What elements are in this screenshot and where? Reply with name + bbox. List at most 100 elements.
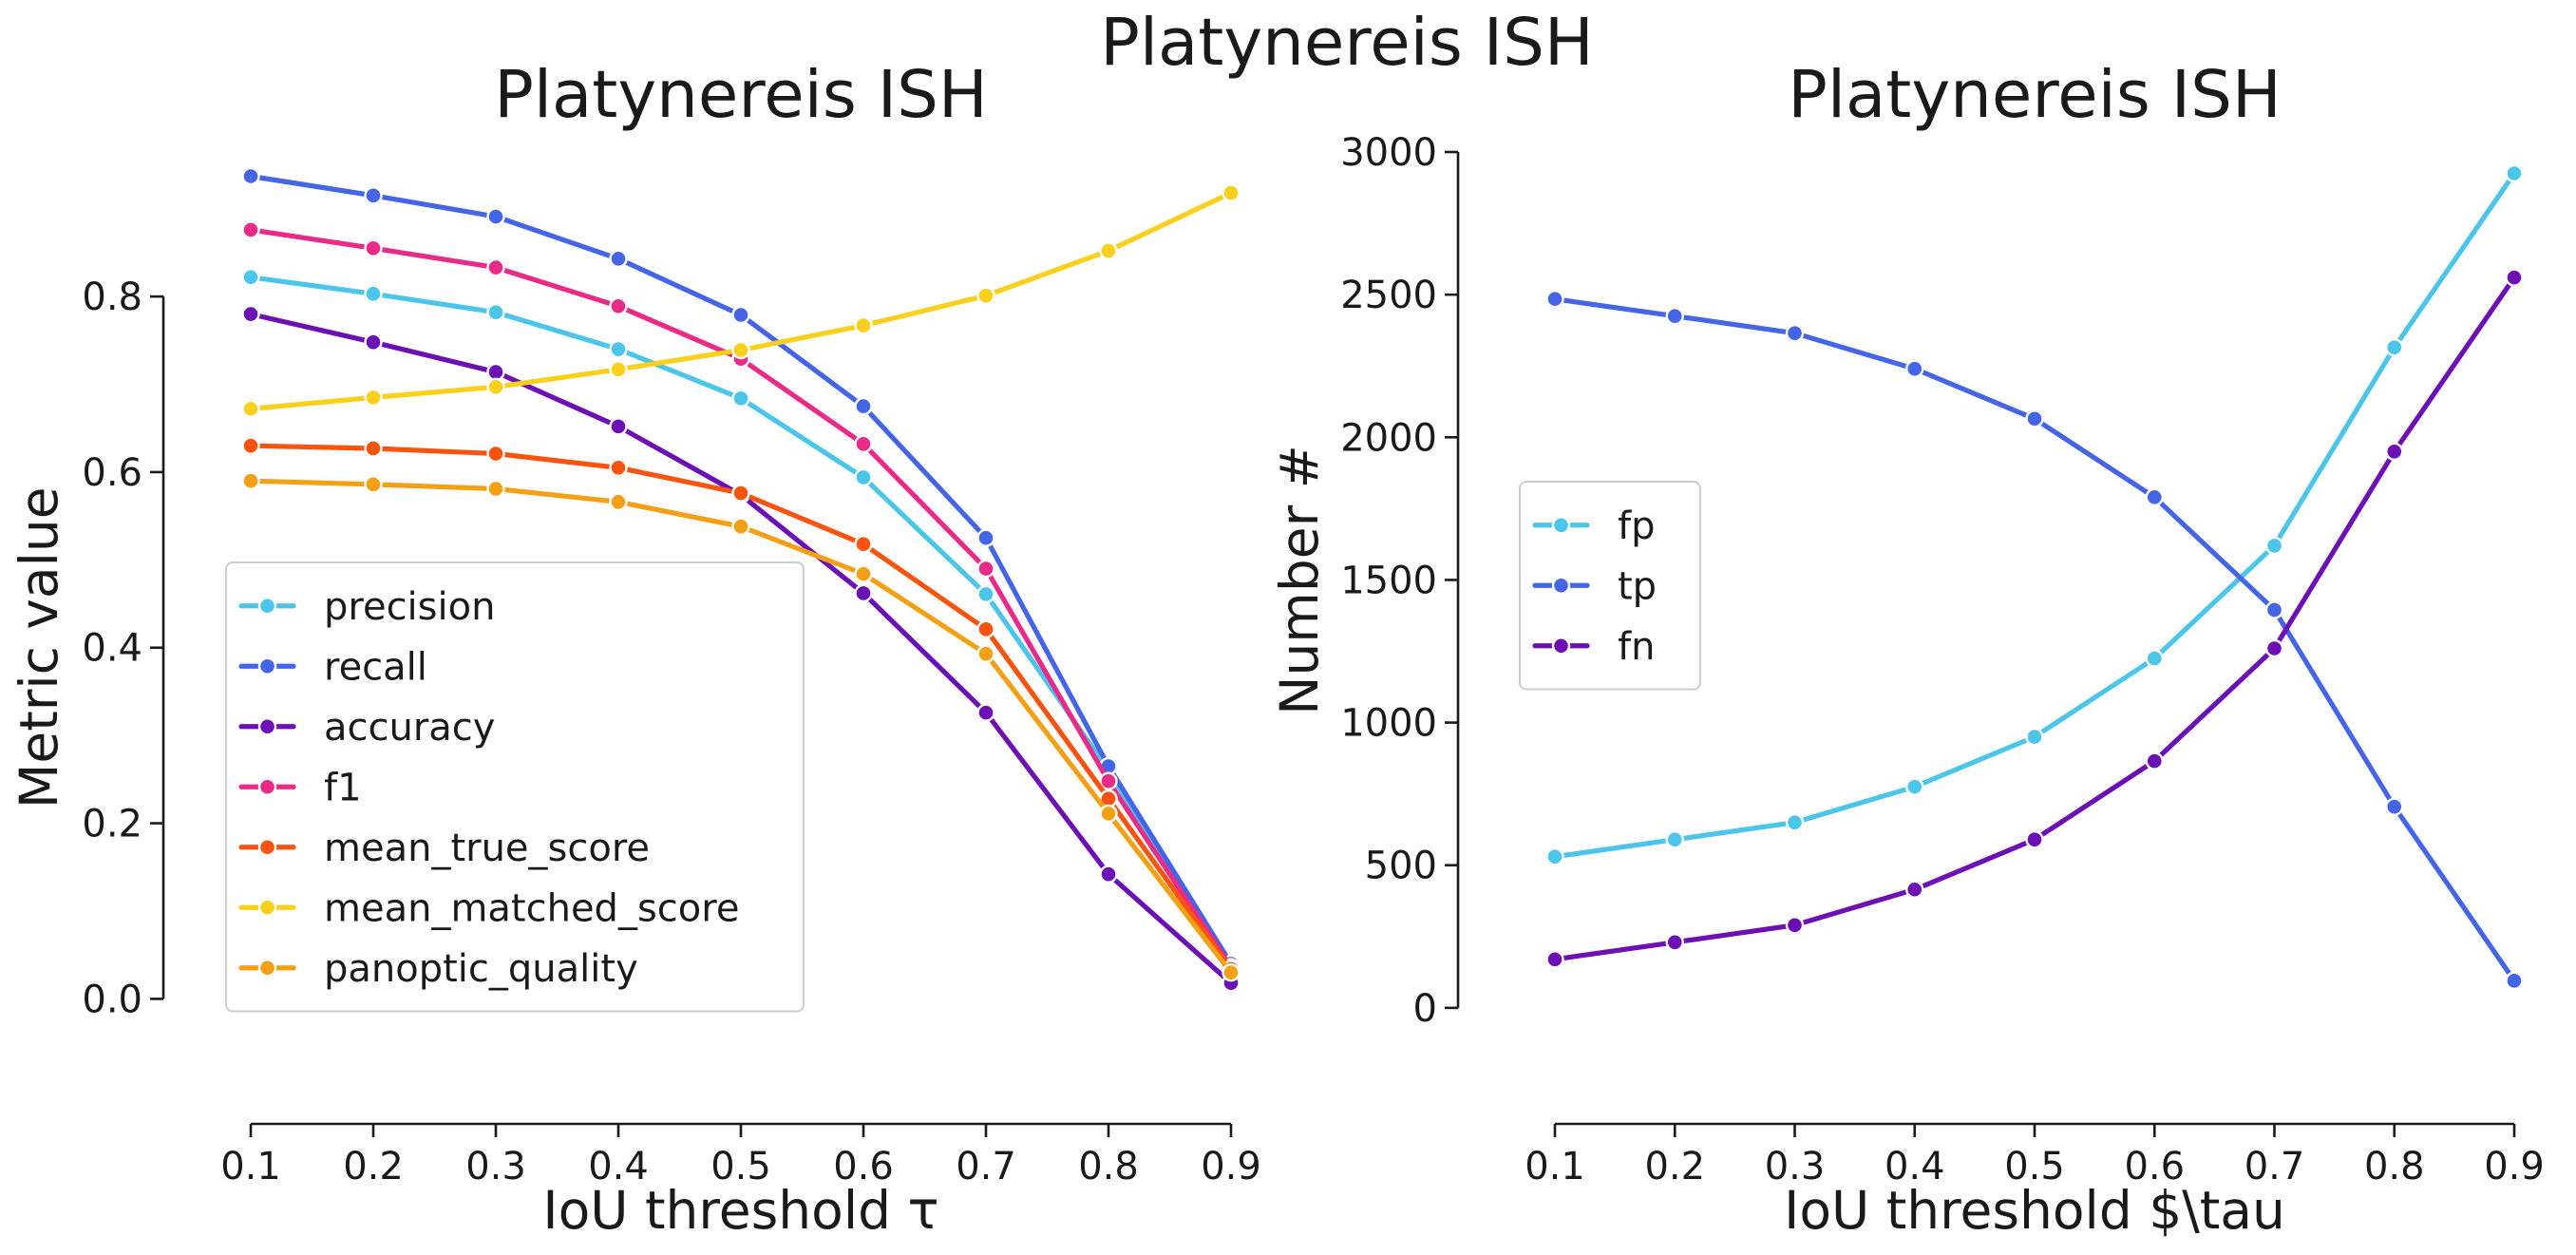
counts-y-tick-label: 500 [1365,845,1437,888]
metrics-point-recall [854,396,873,416]
metrics-chart-title: Platynereis ISH [494,57,988,133]
metrics-point-accuracy [854,583,873,603]
metrics-point-mean_true_score [241,436,260,455]
counts-x-tick-label: 0.9 [2484,1145,2545,1188]
counts-x-axis-title: IoU threshold $\tau [1784,1180,2285,1241]
metrics-point-f1 [976,559,995,579]
metrics-y-axis-title: Metric value [9,486,69,808]
metrics-point-mean_matched_score [1222,183,1241,202]
counts-point-tp [2025,409,2044,428]
counts-point-fn [1905,880,1924,899]
metrics-legend-label: f1 [324,766,362,809]
metrics-legend-label: mean_true_score [324,827,650,870]
counts-point-tp [2264,600,2284,619]
metrics-point-precision [486,303,505,322]
metrics-point-f1 [609,296,628,315]
counts-point-fn [2505,268,2524,287]
metrics-legend-swatch-marker [257,777,277,796]
metrics-legend-label: panoptic_quality [324,947,638,991]
metrics-point-mean_true_score [364,439,383,458]
counts-y-tick-label: 2500 [1340,274,1437,317]
metrics-x-axis-title: IoU threshold τ [542,1180,938,1241]
metrics-point-panoptic_quality [976,644,995,663]
counts-point-fn [2264,638,2284,658]
counts-panel: Platynereis ISH 0 500 1000 1500 2000 2500 3000 0… [1269,57,2545,1241]
counts-chart-title: Platynereis ISH [1788,57,2282,133]
counts-x-tick-label: 0.8 [2364,1145,2425,1188]
metrics-point-precision [241,268,260,287]
counts-point-tp [1545,289,1564,309]
metrics-point-panoptic_quality [1099,804,1118,824]
metrics-point-f1 [486,257,505,277]
metrics-point-mean_true_score [486,444,505,464]
metrics-point-recall [241,166,260,186]
metrics-point-accuracy [1099,865,1118,884]
metrics-legend-swatch-marker [257,717,277,736]
counts-point-fn [2145,751,2164,770]
counts-point-fp [1545,847,1564,866]
counts-point-fn [2385,442,2404,462]
metrics-point-mean_matched_score [1099,241,1118,260]
metrics-panel: Platynereis ISH 0.0 0.2 0.4 0.6 0.8 0.1 0.2 0.3 0… [9,57,1261,1241]
metrics-y-tick-label: 0.4 [82,627,142,671]
metrics-legend-swatch-marker [257,838,277,857]
metrics-y-tick-label: 0.8 [82,276,142,319]
counts-legend-swatch-marker [1551,516,1571,535]
metrics-point-panoptic_quality [731,517,750,536]
counts-point-fn [2025,830,2044,849]
metrics-point-precision [609,339,628,359]
metrics-point-accuracy [486,362,505,382]
counts-point-tp [2145,487,2164,507]
figure-suptitle: Platynereis ISH [1100,5,1594,81]
metrics-series-line-mean_matched_score [248,190,1234,411]
metrics-legend-label: precision [324,585,495,629]
metrics-x-tick-label: 0.1 [220,1145,281,1188]
counts-x-tick-label: 0.3 [1765,1145,1826,1188]
metrics-point-recall [486,207,505,226]
metrics-point-precision [854,467,873,487]
metrics-y-tick-label: 0.2 [82,803,142,846]
counts-point-tp [1905,359,1924,378]
counts-x-tick-label: 0.5 [2004,1145,2065,1188]
counts-point-fp [2385,337,2404,357]
metrics-point-panoptic_quality [486,479,505,499]
counts-point-fp [2505,163,2524,183]
metrics-point-f1 [854,434,873,454]
counts-y-tick-label: 1000 [1340,702,1437,746]
metrics-point-mean_matched_score [731,340,750,360]
metrics-x-tick-label: 0.2 [343,1145,404,1188]
counts-legend-label: fp [1618,504,1655,548]
metrics-legend-swatch-marker [257,656,277,675]
metrics-point-precision [731,389,750,408]
counts-x-tick-label: 0.6 [2124,1145,2185,1188]
metrics-point-accuracy [241,304,260,324]
counts-y-tick-label: 0 [1413,987,1437,1031]
metrics-x-tick-label: 0.3 [465,1145,526,1188]
counts-legend-swatch-marker [1551,576,1571,595]
metrics-point-panoptic_quality [854,564,873,583]
counts-point-fp [2145,649,2164,668]
metrics-point-mean_matched_score [609,360,628,379]
metrics-point-f1 [1099,771,1118,790]
counts-point-fn [1785,916,1805,935]
metrics-x-tick-label: 0.9 [1201,1145,1261,1188]
metrics-point-mean_true_score [976,619,995,639]
metrics-point-panoptic_quality [1222,962,1241,982]
counts-legend: fp tp fn [1519,481,1701,691]
metrics-point-recall [364,186,383,205]
counts-point-fn [1545,950,1564,969]
counts-point-fp [1905,777,1924,796]
metrics-point-panoptic_quality [364,475,383,494]
metrics-point-recall [976,528,995,547]
metrics-point-accuracy [976,703,995,722]
metrics-point-f1 [364,238,383,257]
counts-legend-label: tp [1618,564,1657,608]
counts-point-fp [1665,830,1684,849]
metrics-point-accuracy [364,333,383,352]
counts-legend-swatch-marker [1551,637,1571,656]
metrics-point-accuracy [609,417,628,436]
counts-x-tick-label: 0.2 [1644,1145,1705,1188]
metrics-legend-swatch-marker [257,597,277,616]
